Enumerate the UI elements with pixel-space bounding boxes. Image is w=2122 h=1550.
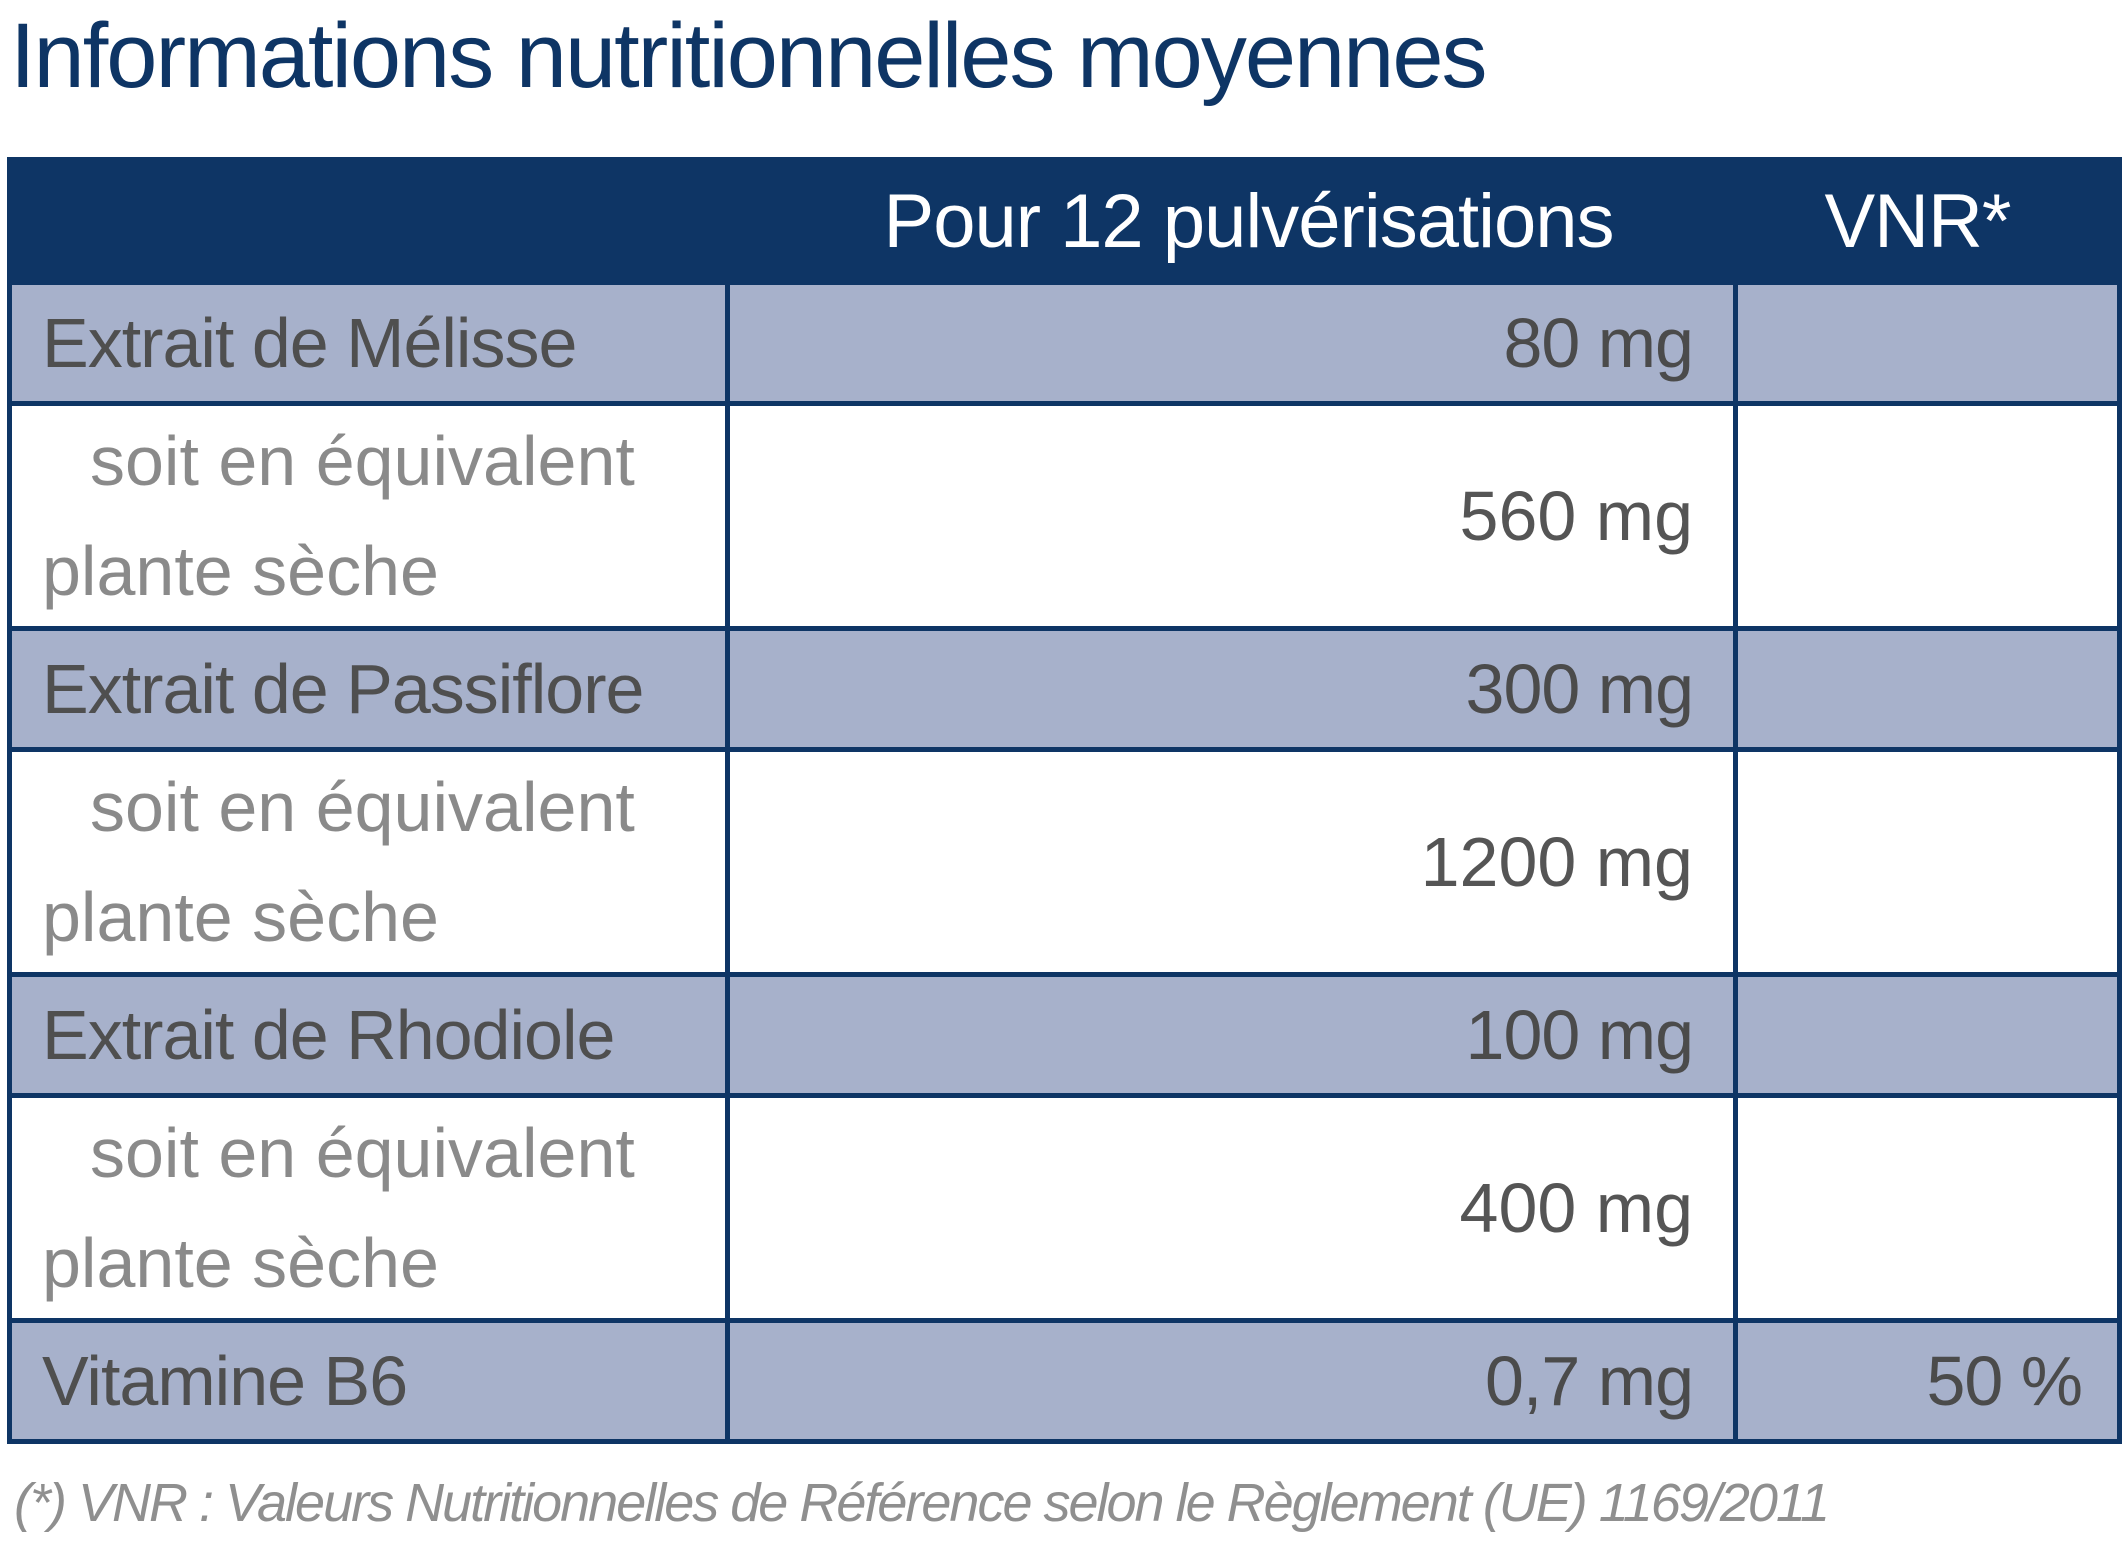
row-vnr xyxy=(1733,280,2122,406)
row-label: soit en équivalent plante sèche xyxy=(7,747,730,977)
row-label: Vitamine B6 xyxy=(7,1318,730,1444)
table-row-rhodiole-dry-equivalent: soit en équivalent plante sèche 400 mg xyxy=(7,1093,2122,1323)
header-per-serving: Pour 12 pulvérisations xyxy=(727,157,1736,285)
row-value: 0,7 mg xyxy=(725,1318,1738,1444)
row-label-line2: plante sèche xyxy=(42,1224,439,1302)
table-row-melisse-extract: Extrait de Mélisse 80 mg xyxy=(7,280,2122,406)
footnote: (*) VNR : Valeurs Nutritionnelles de Réf… xyxy=(14,1473,1830,1533)
row-value: 560 mg xyxy=(725,401,1738,631)
row-vnr xyxy=(1733,626,2122,752)
header-label-column xyxy=(9,157,728,285)
row-value: 400 mg xyxy=(725,1093,1738,1323)
row-value: 100 mg xyxy=(725,972,1738,1098)
table-row-passiflore-dry-equivalent: soit en équivalent plante sèche 1200 mg xyxy=(7,747,2122,977)
table-body: Extrait de Mélisse 80 mg soit en équival… xyxy=(7,280,2122,1444)
table-row-passiflore-extract: Extrait de Passiflore 300 mg xyxy=(7,626,2122,752)
row-value: 1200 mg xyxy=(725,747,1738,977)
row-label-line2: plante sèche xyxy=(42,878,439,956)
table-row-melisse-dry-equivalent: soit en équivalent plante sèche 560 mg xyxy=(7,401,2122,631)
header-vnr: VNR* xyxy=(1735,157,2120,285)
row-label: Extrait de Rhodiole xyxy=(7,972,730,1098)
row-label: Extrait de Mélisse xyxy=(7,280,730,406)
row-label-line1: soit en équivalent xyxy=(90,1114,635,1192)
row-label: Extrait de Passiflore xyxy=(7,626,730,752)
row-vnr xyxy=(1733,972,2122,1098)
row-label: soit en équivalent plante sèche xyxy=(7,401,730,631)
row-vnr xyxy=(1733,747,2122,977)
header-row: Pour 12 pulvérisations VNR* xyxy=(9,157,2120,285)
row-value: 80 mg xyxy=(725,280,1738,406)
table-row-rhodiole-extract: Extrait de Rhodiole 100 mg xyxy=(7,972,2122,1098)
row-label: soit en équivalent plante sèche xyxy=(7,1093,730,1323)
row-vnr: 50 % xyxy=(1733,1318,2122,1444)
row-vnr xyxy=(1733,401,2122,631)
table-row-vitamin-b6: Vitamine B6 0,7 mg 50 % xyxy=(7,1318,2122,1444)
row-label-line1: soit en équivalent xyxy=(90,768,635,846)
row-value: 300 mg xyxy=(725,626,1738,752)
table-header: Pour 12 pulvérisations VNR* xyxy=(9,157,2120,285)
row-vnr xyxy=(1733,1093,2122,1323)
row-label-line2: plante sèche xyxy=(42,532,439,610)
nutrition-table: Pour 12 pulvérisations VNR* Extrait de M… xyxy=(7,157,2122,1444)
page-title: Informations nutritionnelles moyennes xyxy=(10,5,1487,107)
row-label-line1: soit en équivalent xyxy=(90,422,635,500)
